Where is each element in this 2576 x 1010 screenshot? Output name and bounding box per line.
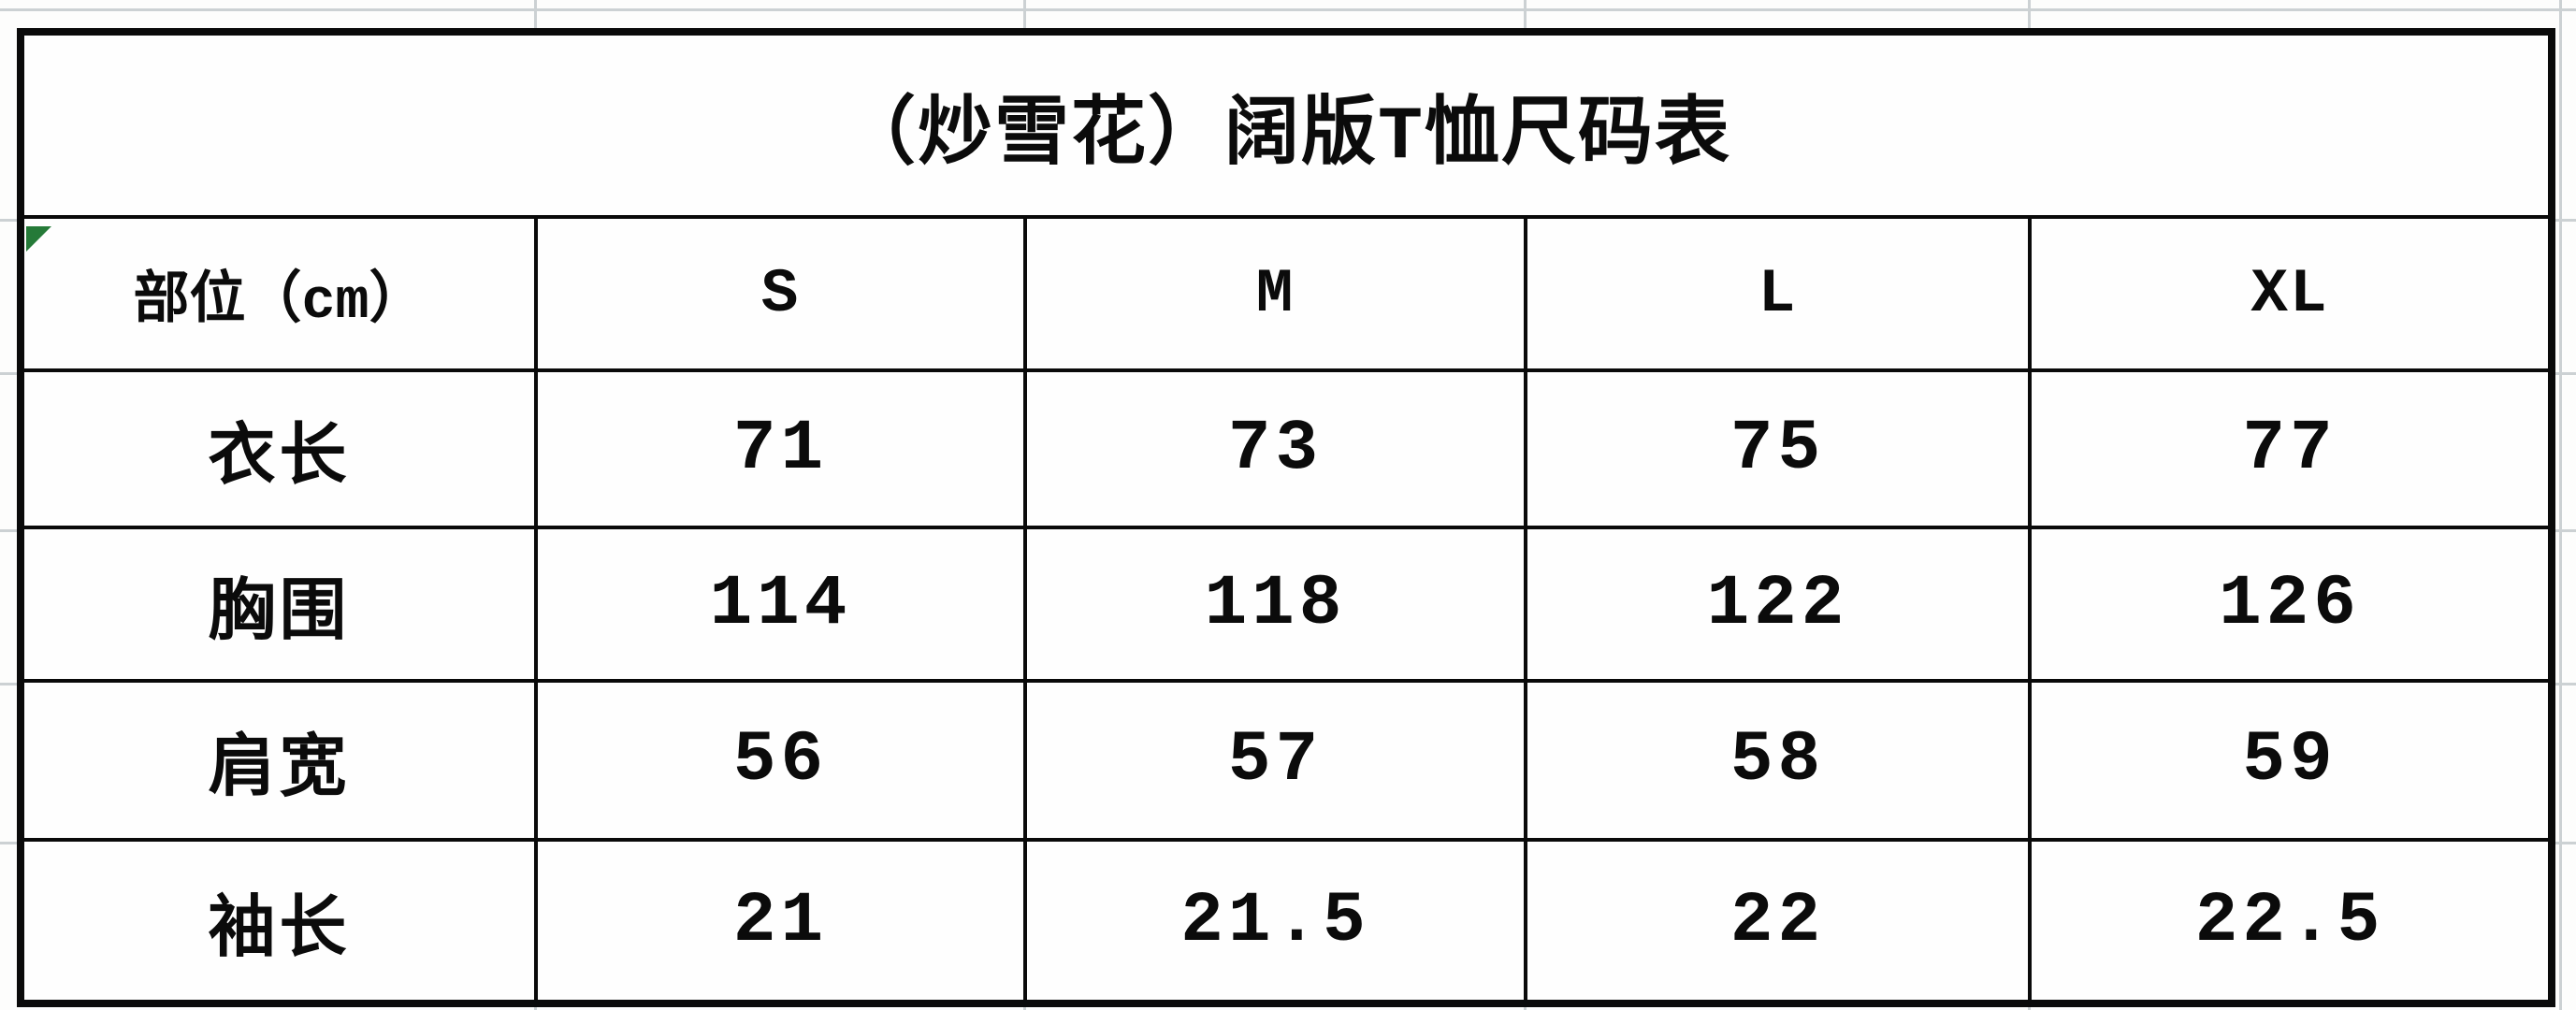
size-value: 73: [1027, 372, 1524, 526]
column-header-size-l: L: [1527, 219, 2028, 368]
size-value: 21.5: [1027, 842, 1524, 1000]
size-value: 126: [2032, 529, 2548, 679]
column-header-part: 部位（cm）: [24, 219, 534, 368]
size-value: 71: [538, 372, 1023, 526]
sheet-gridline: [2559, 0, 2562, 1010]
size-value: 77: [2032, 372, 2548, 526]
size-value: 114: [538, 529, 1023, 679]
size-value: 56: [538, 683, 1023, 838]
column-header-size-m: M: [1027, 219, 1524, 368]
column-header-size-s: S: [538, 219, 1023, 368]
row-label-shoulder-width: 肩宽: [24, 683, 534, 838]
size-value: 21: [538, 842, 1023, 1000]
cell-error-indicator-triangle: [26, 226, 51, 252]
size-value: 22: [1527, 842, 2028, 1000]
size-value: 118: [1027, 529, 1524, 679]
size-value: 122: [1527, 529, 2028, 679]
size-value: 59: [2032, 683, 2548, 838]
size-chart-table: （炒雪花）阔版T恤尺码表 部位（cm） S M L XL 衣长 71 73 75…: [17, 28, 2555, 1007]
size-value: 57: [1027, 683, 1524, 838]
size-value: 22.5: [2032, 842, 2548, 1000]
sheet-gridline: [0, 8, 2576, 11]
size-value: 75: [1527, 372, 2028, 526]
row-label-garment-length: 衣长: [24, 372, 534, 526]
table-title: （炒雪花）阔版T恤尺码表: [24, 36, 2548, 215]
row-label-sleeve-length: 袖长: [24, 842, 534, 1000]
row-label-chest: 胸围: [24, 529, 534, 679]
column-header-size-xl: XL: [2032, 219, 2548, 368]
size-value: 58: [1527, 683, 2028, 838]
